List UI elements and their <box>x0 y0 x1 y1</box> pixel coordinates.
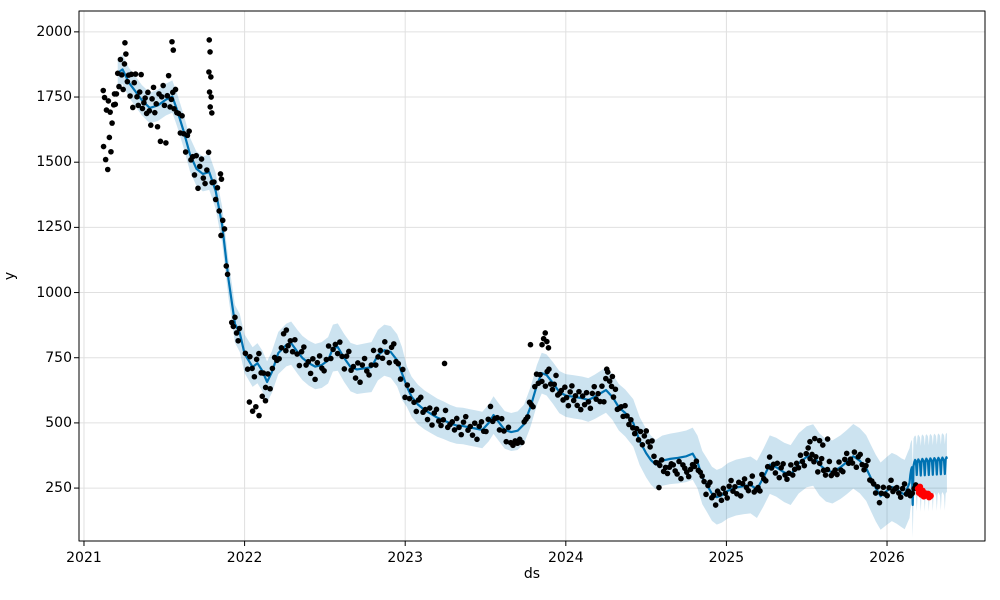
y-tick-label: 1000 <box>36 284 72 301</box>
y-tick-label: 1750 <box>36 89 72 106</box>
x-tick-label: 2023 <box>387 550 424 566</box>
x-tick-label: 2021 <box>66 550 102 566</box>
y-tick-label: 250 <box>45 480 72 497</box>
y-tick-label: 1250 <box>36 219 72 236</box>
x-tick-label: 2022 <box>226 550 263 566</box>
y-tick-label: 750 <box>45 349 72 366</box>
y-tick-label: 1500 <box>36 154 72 171</box>
y-axis-label: y <box>2 271 19 281</box>
y-tick-label: 500 <box>45 414 72 431</box>
y-tick-label: 2000 <box>36 23 72 40</box>
x-tick-label: 2026 <box>869 550 905 566</box>
x-tick-label: 2025 <box>708 550 745 566</box>
x-tick-label: 2024 <box>547 550 584 566</box>
x-axis-label: ds <box>523 566 541 582</box>
